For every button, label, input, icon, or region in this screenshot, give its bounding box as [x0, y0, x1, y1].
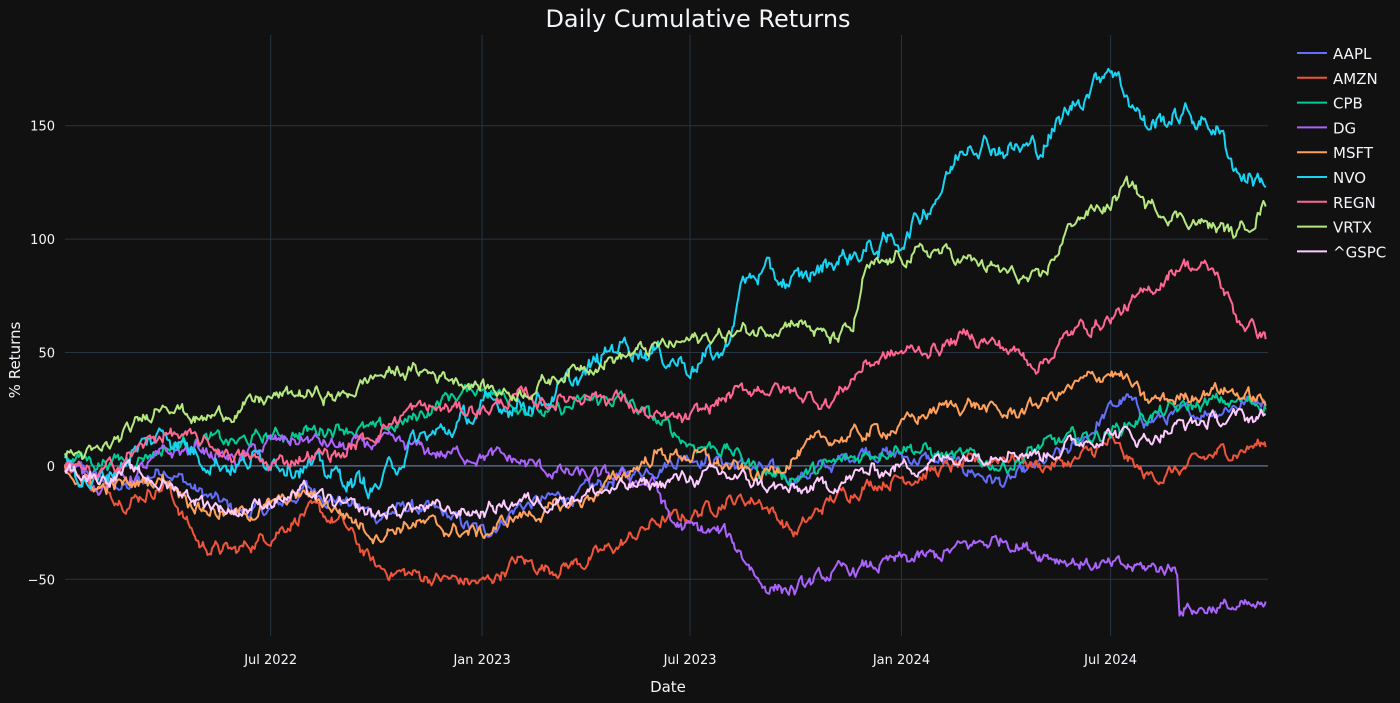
legend-item[interactable]: VRTX [1297, 219, 1372, 237]
y-tick-label: 50 [38, 347, 55, 362]
x-tick-label: Jul 2024 [1083, 653, 1137, 668]
series-line-gspc[interactable] [64, 407, 1266, 520]
y-tick-label: 100 [30, 233, 55, 248]
y-tick-label: 0 [47, 460, 55, 475]
axes: −50 0 50 100 150 Jul 2022 Jan 2023 Jul 2023 Jan … [28, 120, 1137, 668]
series-line-msft[interactable] [64, 370, 1267, 545]
series-line-nvo[interactable] [64, 67, 1267, 500]
legend-item[interactable]: MSFT [1297, 144, 1374, 162]
legend-item[interactable]: NVO [1297, 169, 1366, 187]
legend-label: ^GSPC [1333, 243, 1386, 261]
y-tick-label: −50 [28, 573, 55, 588]
x-tick-label: Jul 2022 [243, 653, 297, 668]
legend-label: AMZN [1333, 70, 1378, 88]
gridlines [65, 35, 1268, 636]
series-line-regn[interactable] [64, 258, 1267, 480]
legend-item[interactable]: AMZN [1297, 70, 1378, 88]
legend-label: NVO [1333, 169, 1366, 187]
x-axis-title: Date [650, 678, 686, 696]
x-tick-label: Jul 2023 [663, 653, 717, 668]
legend-item[interactable]: CPB [1297, 95, 1363, 113]
y-axis-title: % Returns [6, 322, 24, 399]
series-line-amzn[interactable] [64, 435, 1267, 587]
legend-label: MSFT [1333, 144, 1374, 162]
y-tick-label: 150 [30, 120, 55, 135]
series-lines [64, 67, 1267, 617]
series-line-cpb[interactable] [64, 382, 1267, 487]
legend-label: CPB [1333, 95, 1363, 113]
legend-label: DG [1333, 119, 1356, 137]
series-line-dg[interactable] [64, 430, 1267, 617]
legend-item[interactable]: REGN [1297, 194, 1376, 212]
series-line-vrtx[interactable] [64, 175, 1267, 460]
legend-label: AAPL [1333, 45, 1372, 63]
legend-item[interactable]: ^GSPC [1297, 243, 1386, 261]
chart-title: Daily Cumulative Returns [545, 5, 850, 33]
x-tick-label: Jan 2023 [452, 653, 510, 668]
x-tick-label: Jan 2024 [872, 653, 930, 668]
legend-item[interactable]: AAPL [1297, 45, 1372, 63]
legend-item[interactable]: DG [1297, 119, 1356, 137]
legend[interactable]: AAPL AMZN CPB DG MSFT NVO REGN VRTX ^GSPC [1297, 45, 1386, 261]
legend-label: VRTX [1333, 219, 1372, 237]
series-line-aapl[interactable] [64, 393, 1266, 538]
legend-label: REGN [1333, 194, 1376, 212]
